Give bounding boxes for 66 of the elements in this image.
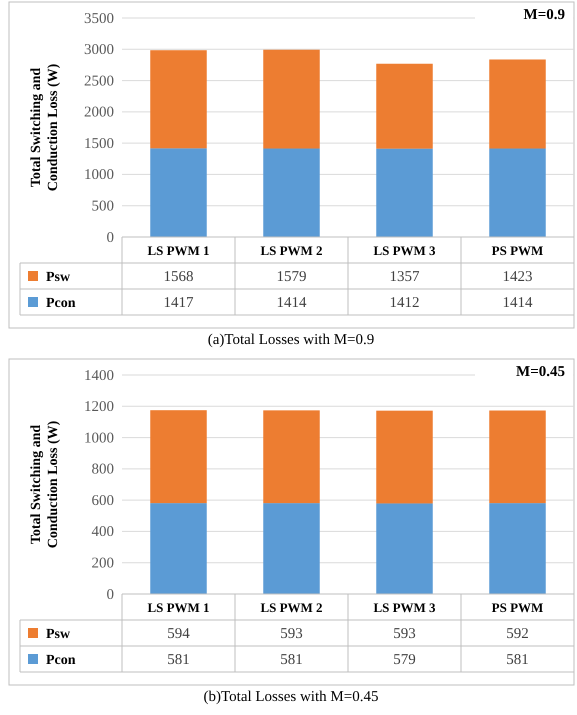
y-tick-label: 0 bbox=[106, 230, 114, 246]
data-label: 581 bbox=[167, 652, 190, 668]
bar bbox=[376, 410, 433, 504]
data-label: 1414 bbox=[276, 295, 307, 311]
y-tick-label: 2000 bbox=[84, 104, 114, 121]
bar bbox=[150, 50, 207, 148]
x-tick-label: LS PWM 1 bbox=[147, 243, 210, 258]
y-tick-label: 1500 bbox=[84, 136, 114, 152]
legend-label: Psw bbox=[46, 627, 71, 642]
annotation: M=0.45 bbox=[516, 364, 565, 380]
data-label: 1414 bbox=[502, 295, 533, 311]
x-tick-label: LS PWM 1 bbox=[147, 600, 210, 615]
x-tick-label: LS PWM 2 bbox=[260, 600, 323, 615]
bar bbox=[150, 503, 207, 594]
y-tick-label: 3000 bbox=[84, 42, 114, 58]
x-tick-label: LS PWM 3 bbox=[373, 600, 436, 615]
bar bbox=[263, 148, 320, 237]
data-label: 1412 bbox=[390, 295, 420, 311]
data-label: 581 bbox=[506, 652, 529, 668]
bar bbox=[263, 410, 320, 504]
bar bbox=[150, 410, 207, 504]
bar bbox=[489, 410, 546, 504]
bar bbox=[150, 148, 207, 237]
y-tick-label: 500 bbox=[92, 198, 114, 215]
text: (b)Total Losses with M=0.45 bbox=[204, 689, 378, 705]
y-tick-label: 400 bbox=[92, 524, 114, 540]
x-tick-label: LS PWM 3 bbox=[373, 243, 436, 258]
y-tick-label: 1400 bbox=[84, 368, 114, 384]
y-tick-label: 1000 bbox=[84, 430, 114, 446]
legend-label: Psw bbox=[46, 270, 71, 285]
bar bbox=[376, 148, 433, 237]
y-tick-label: 1200 bbox=[84, 399, 114, 416]
text: (a)Total Losses with M=0.9 bbox=[208, 332, 374, 348]
bar bbox=[263, 50, 320, 149]
data-label: 592 bbox=[506, 626, 529, 642]
y-axis-title: Total Switching and Conduction Loss (W) bbox=[29, 63, 61, 192]
bar bbox=[376, 64, 433, 149]
bar bbox=[376, 503, 433, 594]
data-label: 1579 bbox=[276, 269, 306, 285]
bar bbox=[263, 503, 320, 594]
bar bbox=[489, 503, 546, 594]
legend-label: Pcon bbox=[46, 296, 76, 311]
y-tick-label: 800 bbox=[92, 462, 114, 478]
y-tick-label: 0 bbox=[106, 586, 114, 603]
x-tick-label: PS PWM bbox=[492, 243, 544, 258]
data-label: 581 bbox=[280, 652, 303, 668]
y-tick-label: 1000 bbox=[84, 167, 114, 184]
bar bbox=[489, 148, 546, 237]
data-label: 593 bbox=[393, 626, 416, 642]
data-label: 1423 bbox=[502, 269, 532, 285]
x-tick-label: PS PWM bbox=[492, 600, 544, 615]
x-tick-label: LS PWM 2 bbox=[260, 243, 323, 258]
data-label: 593 bbox=[280, 626, 303, 642]
bar bbox=[489, 59, 546, 149]
data-label: 1568 bbox=[164, 269, 194, 285]
data-label: 1357 bbox=[390, 269, 420, 285]
y-tick-label: 2500 bbox=[84, 73, 114, 90]
legend-label: Pcon bbox=[46, 653, 76, 668]
y-axis-title: Total Switching and Conduction Loss (W) bbox=[29, 420, 61, 548]
y-tick-label: 3500 bbox=[84, 10, 114, 27]
y-tick-label: 600 bbox=[92, 492, 114, 509]
data-label: 594 bbox=[167, 626, 190, 642]
y-tick-label: 200 bbox=[92, 556, 114, 572]
annotation: M=0.9 bbox=[524, 7, 565, 23]
data-label: 579 bbox=[393, 652, 416, 668]
data-label: 1417 bbox=[164, 295, 194, 311]
